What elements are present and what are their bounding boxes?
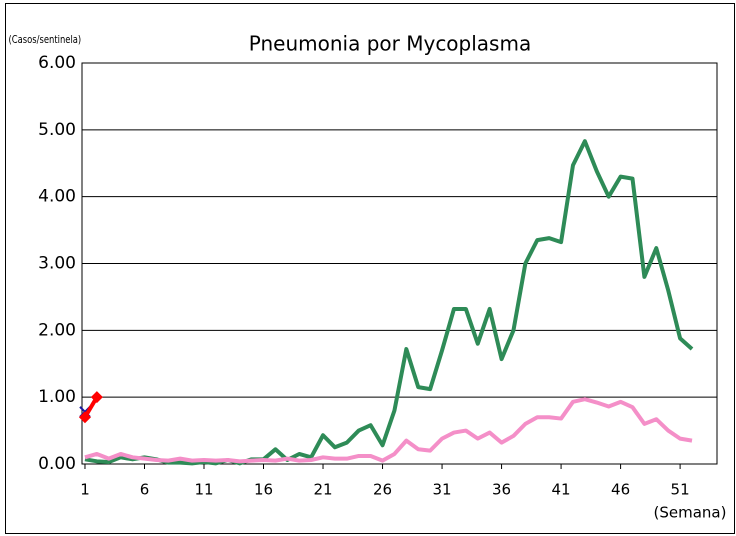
x-tick-label: 31 (433, 481, 452, 499)
y-tick-label: 2.00 (38, 320, 76, 340)
y-tick-label: 1.00 (38, 387, 76, 407)
y-tick-label: 5.00 (38, 120, 76, 140)
x-tick-label: 46 (611, 481, 630, 499)
x-tick-label: 51 (671, 481, 690, 499)
y-tick-label: 6.00 (38, 53, 76, 73)
x-tick-label: 21 (313, 481, 332, 499)
x-tick-label: 36 (492, 481, 511, 499)
x-tick-label: 11 (194, 481, 213, 499)
point-marker (90, 391, 103, 404)
x-tick-label: 1 (80, 481, 90, 499)
x-tick-label: 16 (254, 481, 273, 499)
point-marker (78, 411, 91, 424)
x-tick-label: 6 (140, 481, 150, 499)
x-tick-label: 26 (373, 481, 392, 499)
series-line (84, 397, 693, 464)
x-tick-label: 41 (552, 481, 571, 499)
series-line (84, 139, 694, 466)
y-tick-label: 0.00 (38, 454, 76, 474)
y-tick-label: 3.00 (38, 254, 76, 274)
y-axis-label: (Casos/sentinela) (9, 35, 82, 47)
x-axis-label: (Semana) (654, 504, 727, 522)
chart-title: Pneumonia por Mycoplasma (249, 32, 531, 56)
y-tick-label: 4.00 (38, 187, 76, 207)
